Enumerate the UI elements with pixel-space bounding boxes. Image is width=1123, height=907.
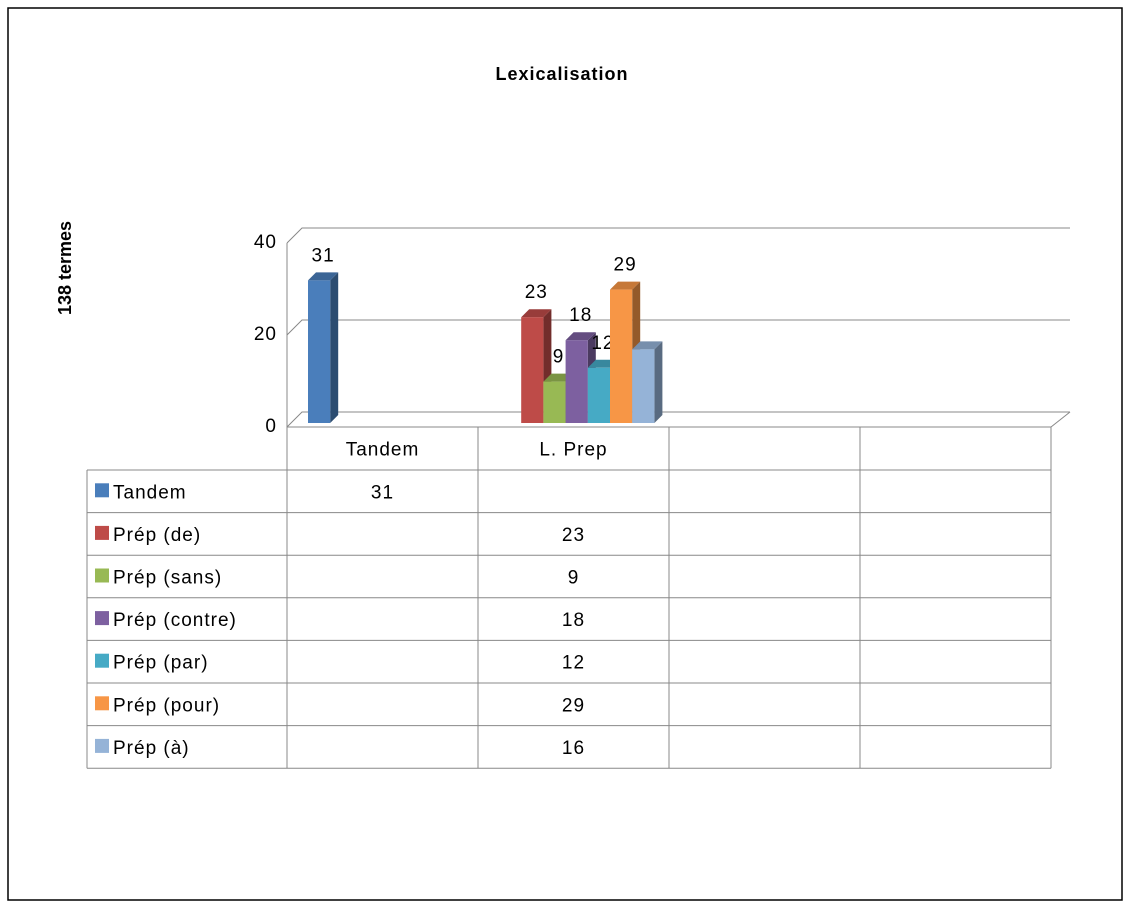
bar-face: [521, 309, 552, 318]
data-label: 29: [614, 255, 637, 276]
bar-face: [543, 381, 566, 423]
chart-title: Lexicalisation: [495, 64, 628, 84]
legend-label: Tandem: [113, 482, 187, 503]
bar-face: [587, 367, 610, 423]
x-tick-label: L. Prep: [539, 440, 607, 461]
bar-face: [330, 272, 339, 423]
bar-face: [521, 317, 544, 423]
data-label: 18: [569, 305, 592, 326]
bar: [632, 341, 663, 423]
bar-face: [654, 341, 663, 423]
legend-label: Prép (par): [113, 653, 209, 674]
bar-face: [632, 341, 663, 350]
legend-swatch: [95, 568, 109, 583]
bar-face: [308, 272, 339, 281]
floor-edge: [1050, 411, 1071, 428]
bar-face: [308, 280, 331, 423]
legend-swatch: [95, 738, 109, 753]
table-value: 12: [562, 653, 585, 674]
legend-label: Prép (contre): [113, 610, 237, 631]
legend-label: Prép (pour): [113, 695, 220, 716]
chart-frame: [7, 7, 1123, 901]
bar-face: [610, 281, 641, 290]
table-value: 29: [562, 695, 585, 716]
y-axis-label: 138 termes: [55, 221, 75, 315]
x-tick-label: Tandem: [346, 440, 420, 461]
data-label: 12: [591, 333, 614, 354]
bar-face: [565, 340, 588, 423]
legend-label: Prép (de): [113, 525, 201, 546]
data-label: 9: [553, 347, 565, 368]
y-tick-label: 20: [254, 324, 277, 345]
table-value: 23: [562, 525, 585, 546]
y-tick-label: 0: [265, 416, 277, 437]
y-tick-label: 40: [254, 232, 277, 253]
bar-face: [565, 332, 596, 341]
data-label: 31: [312, 245, 335, 266]
bar-face: [610, 289, 633, 423]
table-value: 9: [568, 568, 580, 589]
table-value: 18: [562, 610, 585, 631]
table-value: 31: [371, 482, 394, 503]
data-label: 23: [525, 282, 548, 303]
legend-swatch: [95, 525, 109, 540]
legend-swatch: [95, 483, 109, 498]
legend-swatch: [95, 611, 109, 626]
bar-face: [632, 349, 655, 423]
legend-label: Prép (sans): [113, 568, 222, 589]
grid-line: [286, 227, 1070, 244]
grid-line: [286, 411, 1070, 428]
grid-line: [286, 319, 1070, 336]
legend-label: Prép (à): [113, 738, 190, 759]
bar: [308, 272, 339, 423]
table-value: 16: [562, 738, 585, 759]
legend-swatch: [95, 653, 109, 668]
legend-swatch: [95, 696, 109, 711]
